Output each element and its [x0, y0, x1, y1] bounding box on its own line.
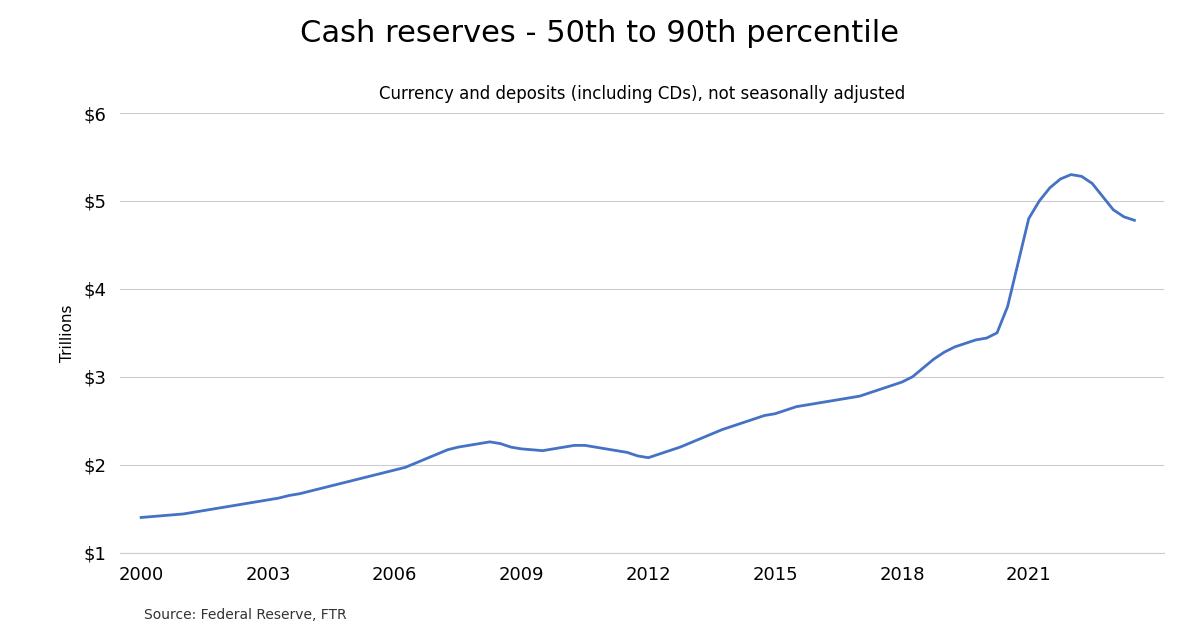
Title: Currency and deposits (including CDs), not seasonally adjusted: Currency and deposits (including CDs), n…: [379, 85, 905, 103]
Text: Cash reserves - 50th to 90th percentile: Cash reserves - 50th to 90th percentile: [300, 19, 900, 48]
Y-axis label: Trillions: Trillions: [60, 304, 76, 362]
Text: Source: Federal Reserve, FTR: Source: Federal Reserve, FTR: [144, 608, 347, 622]
